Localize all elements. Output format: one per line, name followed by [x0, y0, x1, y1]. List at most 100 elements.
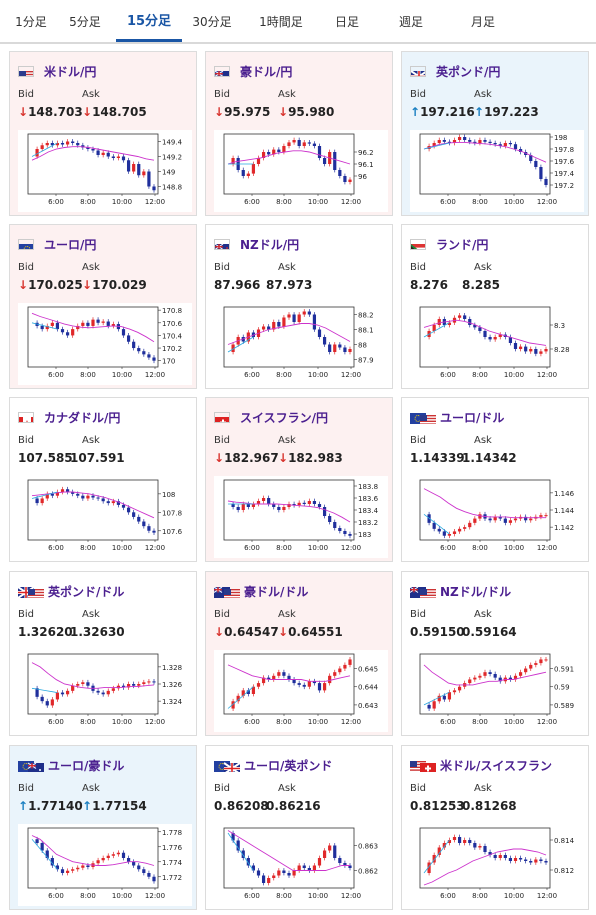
candle-body: [76, 867, 80, 870]
pair-header-link[interactable]: ユーロ/英ポンド: [214, 757, 332, 773]
ask-label: Ask: [474, 89, 492, 100]
pair-header-link[interactable]: ユーロ/豪ドル: [18, 757, 124, 773]
mini-chart[interactable]: 108 107.8 107.6 6:00 8:00 10:00 12:00: [18, 476, 192, 558]
candle-body: [478, 675, 482, 678]
candle-body: [277, 672, 281, 676]
mini-chart[interactable]: 96.2 96.1 96 6:00 8:00 10:00 12:00: [214, 130, 388, 212]
currency-card[interactable]: 英ポンド/円 Bid Ask ↑197.216 ↑197.223 198 197.8 197.…: [401, 51, 589, 216]
mini-chart[interactable]: 0.814 0.812 6:00 8:00 10:00 12:00: [410, 824, 584, 906]
candle-body: [307, 311, 311, 315]
pair-header-link[interactable]: ユーロ/円: [18, 236, 96, 252]
ma-long-line: [227, 500, 351, 523]
pair-header-link[interactable]: 豪ドル/円: [214, 63, 292, 79]
tab-1分足[interactable]: 1分足: [15, 15, 47, 29]
pair-header-link[interactable]: スイスフラン/円: [214, 409, 328, 425]
candle-body: [503, 143, 507, 146]
candle-body: [282, 317, 286, 327]
tab-日足[interactable]: 日足: [334, 15, 359, 29]
tab-1時間足[interactable]: 1時間足: [259, 15, 303, 29]
currency-card[interactable]: カナダドル/円 Bid Ask 107.585 107.591 108 107.8 107.6…: [9, 397, 197, 562]
pair-header-link[interactable]: 米ドル/スイスフラン: [410, 757, 552, 773]
candle-body: [513, 518, 518, 521]
x-tick-label: 8:00: [472, 718, 488, 726]
mini-chart[interactable]: 88.2 88.1 88 87.9 6:00 8:00 10:00 12:00: [214, 303, 388, 385]
currency-card[interactable]: 米ドル/円 Bid Ask ↓148.703 ↓148.705 149.4 149.2 149…: [9, 51, 197, 216]
mini-chart[interactable]: 0.591 0.59 0.589 6:00 8:00 10:00 12:00: [410, 650, 584, 732]
mini-chart[interactable]: 0.863 0.862 6:00 8:00 10:00 12:00: [214, 824, 388, 906]
pair-header-link[interactable]: カナダドル/円: [18, 409, 120, 425]
currency-card[interactable]: NZドル/ドル Bid Ask 0.59150 0.59164 0.591 0.59 0.58…: [401, 571, 589, 736]
tab-15分足[interactable]: 15分足: [116, 0, 182, 42]
candle-body: [267, 677, 271, 680]
candle-body: [437, 140, 441, 143]
currency-card[interactable]: 米ドル/スイスフラン Bid Ask 0.81253 0.81268 0.814 0.812…: [401, 745, 589, 910]
bid-price: ↓182.967: [214, 451, 279, 465]
mini-chart[interactable]: 1.146 1.144 1.142 6:00 8:00 10:00 12:00: [410, 476, 584, 558]
tab-30分足[interactable]: 30分足: [192, 15, 232, 29]
tab-週足[interactable]: 週足: [398, 15, 423, 29]
pair-header-link[interactable]: 英ポンド/円: [410, 63, 500, 79]
mini-chart[interactable]: 198 197.8 197.6 197.4 197.2 6:00 8:00 10:00 12:0…: [410, 130, 584, 212]
candle-body: [76, 684, 80, 686]
currency-card[interactable]: NZドル/円 Bid Ask 87.966 87.973 88.2 88.1 88 87.9 6:…: [205, 224, 393, 389]
y-tick-label: 96: [358, 173, 367, 181]
currency-card[interactable]: 豪ドル/円 Bid Ask ↓95.975 ↓95.980 96.2 96.1 96 6:00 8…: [205, 51, 393, 216]
currency-card[interactable]: ユーロ/豪ドル Bid Ask ↑1.77140 ↑1.77154 1.778 1.776 1…: [9, 745, 197, 910]
y-tick-label: 149.4: [162, 139, 183, 147]
currency-card[interactable]: ユーロ/円 Bid Ask ↓170.025 ↓170.029 170.8 170.6 170…: [9, 224, 197, 389]
mini-chart[interactable]: 1.778 1.776 1.774 1.772 6:00 8:00 10:00 12:00: [18, 824, 192, 906]
pair-header-link[interactable]: NZドル/ドル: [410, 583, 511, 599]
ask-price: 0.86216: [266, 799, 321, 813]
candle-body: [121, 156, 126, 161]
ma-short-line: [31, 687, 58, 693]
bid-price: 0.86208: [214, 799, 269, 813]
pair-header-link[interactable]: ランド/円: [410, 236, 488, 252]
candle-body: [307, 142, 311, 144]
candle-body: [534, 663, 538, 665]
mini-chart[interactable]: 183.8 183.6 183.4 183.2 183 6:00 8:00 10:00 12:0…: [214, 476, 388, 558]
candle-body: [348, 534, 352, 536]
mini-chart[interactable]: 1.328 1.326 1.324 6:00 8:00 10:00 12:00: [18, 650, 192, 732]
tab-月足[interactable]: 月足: [470, 15, 495, 29]
candle-body: [457, 137, 462, 140]
candle-body: [261, 498, 266, 501]
bid-label: Bid: [214, 262, 230, 273]
pair-name: ユーロ/英ポンド: [244, 758, 333, 773]
mini-chart[interactable]: 149.4 149.2 149 148.8 6:00 8:00 10:00 12:00: [18, 130, 192, 212]
x-tick-label: 10:00: [308, 371, 328, 379]
candle-body: [106, 321, 110, 326]
currency-card[interactable]: 豪ドル/ドル Bid Ask ↓0.64547 ↓0.64551 0.645 0.644 0.…: [205, 571, 393, 736]
pair-header-link[interactable]: 米ドル/円: [18, 63, 96, 79]
bid-label: Bid: [410, 609, 426, 620]
ask-price: 87.973: [266, 278, 313, 292]
candle-body: [241, 170, 245, 176]
candle-body: [132, 341, 136, 349]
pair-header-link[interactable]: NZドル/円: [214, 236, 299, 252]
y-tick-label: 1.324: [162, 698, 183, 706]
candle-body: [297, 140, 301, 146]
currency-card[interactable]: ユーロ/英ポンド Bid Ask 0.86208 0.86216 0.863 0.862 6:…: [205, 745, 393, 910]
pair-header-link[interactable]: 豪ドル/ドル: [214, 583, 308, 599]
candle-body: [322, 158, 327, 164]
currency-card[interactable]: ユーロ/ドル Bid Ask 1.14339 1.14342 1.146 1.144 1.14…: [401, 397, 589, 562]
candle-body: [478, 846, 482, 848]
mini-chart[interactable]: 170.8 170.6 170.4 170.2 170 6:00 8:00 10:00 12:0…: [18, 303, 192, 385]
candle-body: [513, 675, 518, 680]
candle-body: [142, 869, 146, 873]
currency-card[interactable]: ランド/円 Bid Ask 8.276 8.285 8.3 8.28 6:00 8:00 10:0…: [401, 224, 589, 389]
pair-header-link[interactable]: ユーロ/ドル: [410, 409, 504, 425]
candle-body: [457, 837, 462, 843]
mini-chart[interactable]: 0.645 0.644 0.643 6:00 8:00 10:00 12:00: [214, 650, 388, 732]
candle-body: [503, 855, 507, 858]
candle-body: [35, 688, 39, 697]
currency-card[interactable]: 英ポンド/ドル Bid Ask 1.32620 1.32630 1.328 1.326 1.3…: [9, 571, 197, 736]
pair-header-link[interactable]: 英ポンド/ドル: [18, 583, 124, 599]
candle-body: [116, 156, 121, 158]
mini-chart[interactable]: 8.3 8.28 6:00 8:00 10:00 12:00: [410, 303, 584, 385]
bid-label: Bid: [410, 89, 426, 100]
currency-card[interactable]: スイスフラン/円 Bid Ask ↓182.967 ↓182.983 183.8 183.6…: [205, 397, 393, 562]
candle-body: [473, 141, 477, 143]
y-tick-label: 183.6: [358, 495, 379, 503]
tab-5分足[interactable]: 5分足: [69, 15, 101, 29]
candle-body: [132, 684, 136, 686]
